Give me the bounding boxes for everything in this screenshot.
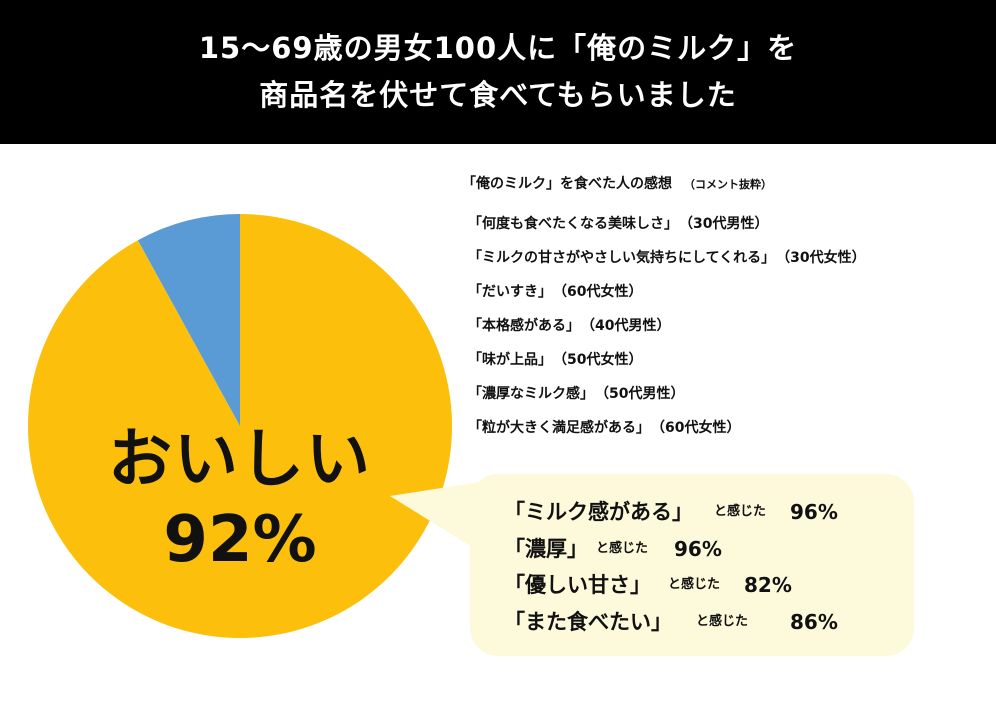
- comment-text: 「本格感がある」: [468, 318, 580, 334]
- speech-bubble-tail: [390, 482, 480, 552]
- stat-felt: と感じた: [714, 504, 767, 519]
- comment-author: （60代女性）: [560, 284, 643, 300]
- comment-text: 「粒が大きく満足感がある」: [468, 420, 650, 436]
- comment-item: 「本格感がある」 （40代男性）: [468, 315, 670, 337]
- pie-slice-other: [137, 214, 240, 426]
- stat-felt: と感じた: [668, 577, 721, 592]
- comment-item: 「味が上品」 （50代女性）: [468, 349, 642, 371]
- comment-text: 「だいすき」: [468, 284, 552, 300]
- comment-author: （30代女性）: [783, 250, 866, 266]
- comment-text: 「濃厚なミルク感」: [468, 386, 594, 402]
- comment-text: 「味が上品」: [468, 352, 552, 368]
- stat-label: 「優しい甘さ」: [504, 573, 651, 597]
- stat-label: 「濃厚」: [504, 537, 588, 561]
- comment-author: （50代男性）: [602, 386, 685, 402]
- comment-author: （40代男性）: [588, 318, 671, 334]
- comment-item: 「濃厚なミルク感」 （50代男性）: [468, 383, 684, 405]
- comment-item: 「粒が大きく満足感がある」 （60代女性）: [468, 417, 740, 439]
- stat-row: 「ミルク感がある」 と感じた 96%: [504, 497, 838, 529]
- stat-label: 「また食べたい」: [504, 610, 672, 634]
- stat-percent: 86%: [790, 610, 838, 634]
- pie-slice-oishii: [27, 214, 453, 638]
- pie-label-value: 92%: [163, 503, 317, 577]
- comment-item: 「ミルクの甘さがやさしい気持ちにしてくれる」 （30代女性）: [468, 247, 866, 269]
- comment-text: 「何度も食べたくなる美味しさ」: [468, 216, 678, 232]
- stat-percent: 96%: [674, 537, 722, 561]
- stat-percent: 96%: [790, 500, 838, 524]
- stat-felt: と感じた: [696, 614, 749, 629]
- comments-title-text: 「俺のミルク」を食べた人の感想: [462, 176, 672, 192]
- header-title-line1: 15〜69歳の男女100人に「俺のミルク」を: [198, 31, 798, 65]
- pie-chart: [27, 214, 453, 638]
- comment-author: （50代女性）: [560, 352, 643, 368]
- stat-row: 「優しい甘さ」 と感じた 82%: [504, 570, 792, 602]
- stat-row: 「濃厚」 と感じた 96%: [504, 534, 722, 566]
- stat-felt: と感じた: [596, 541, 649, 556]
- comment-item: 「だいすき」 （60代女性）: [468, 281, 642, 303]
- pie-label-text: おいしい: [108, 423, 372, 497]
- comment-author: （30代男性）: [686, 216, 769, 232]
- comments-title: 「俺のミルク」を食べた人の感想 （コメント抜粋）: [462, 173, 772, 196]
- comment-author: （60代女性）: [658, 420, 741, 436]
- header-title-line2: 商品名を伏せて食べてもらいました: [259, 78, 737, 112]
- comment-item: 「何度も食べたくなる美味しさ」 （30代男性）: [468, 213, 768, 235]
- stat-label: 「ミルク感がある」: [504, 500, 693, 524]
- comments-title-note: （コメント抜粋）: [684, 178, 772, 191]
- header-banner: 15〜69歳の男女100人に「俺のミルク」を 商品名を伏せて食べてもらいました: [0, 0, 996, 144]
- comment-text: 「ミルクの甘さがやさしい気持ちにしてくれる」: [468, 250, 776, 266]
- speech-bubble: [470, 474, 914, 656]
- stat-percent: 82%: [744, 573, 792, 597]
- stat-row: 「また食べたい」 と感じた 86%: [504, 607, 838, 639]
